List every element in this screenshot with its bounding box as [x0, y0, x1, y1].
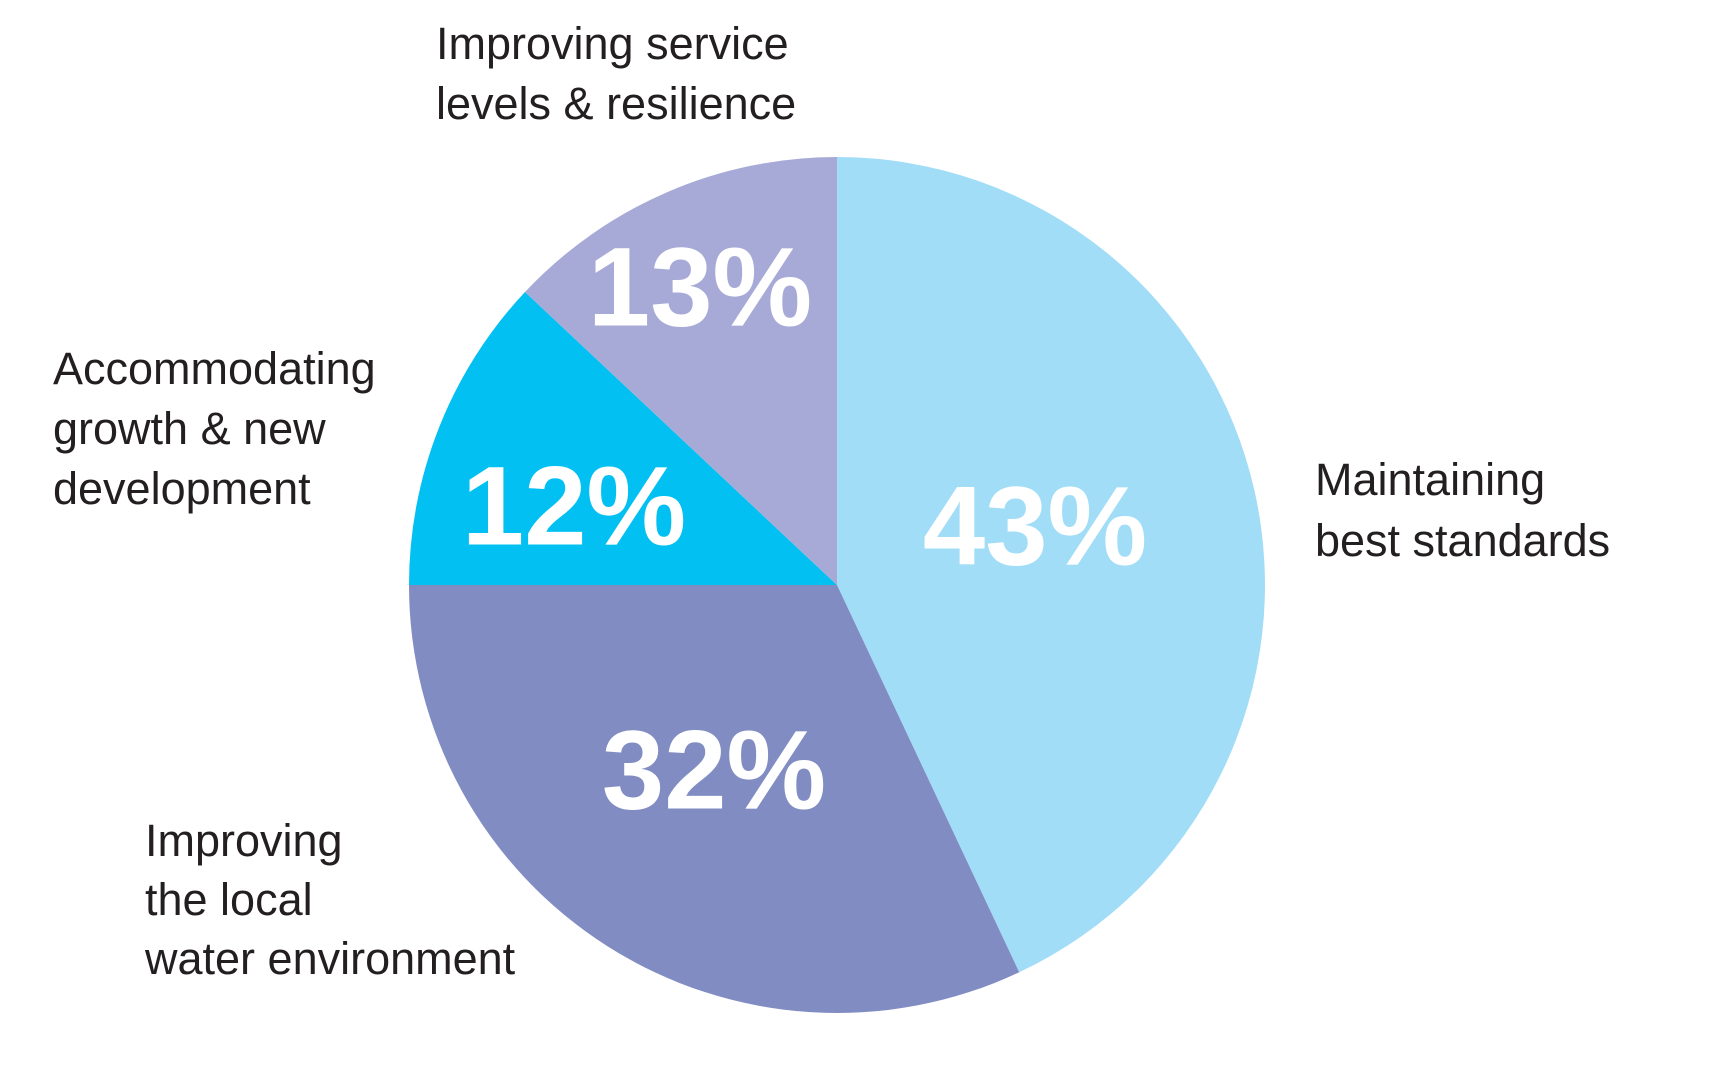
category-label: development — [53, 463, 311, 514]
pie-slice — [837, 157, 1265, 973]
category-label: Improving service — [436, 18, 789, 69]
category-label: the local — [145, 874, 313, 925]
pie-slice — [525, 157, 837, 585]
category-label: best standards — [1315, 515, 1610, 566]
category-label: Accommodating — [53, 343, 376, 394]
category-label: Maintaining — [1315, 454, 1545, 505]
value-label: 43% — [923, 464, 1147, 589]
category-label: levels & resilience — [436, 78, 796, 129]
category-label: Improving — [145, 815, 343, 866]
value-label: 32% — [602, 708, 826, 833]
pie-slice — [409, 585, 1020, 1013]
category-label: growth & new — [53, 403, 326, 454]
value-label: 12% — [462, 444, 686, 569]
pie-slice — [409, 292, 837, 585]
category-label: water environment — [144, 933, 516, 984]
value-label: 13% — [588, 225, 812, 350]
